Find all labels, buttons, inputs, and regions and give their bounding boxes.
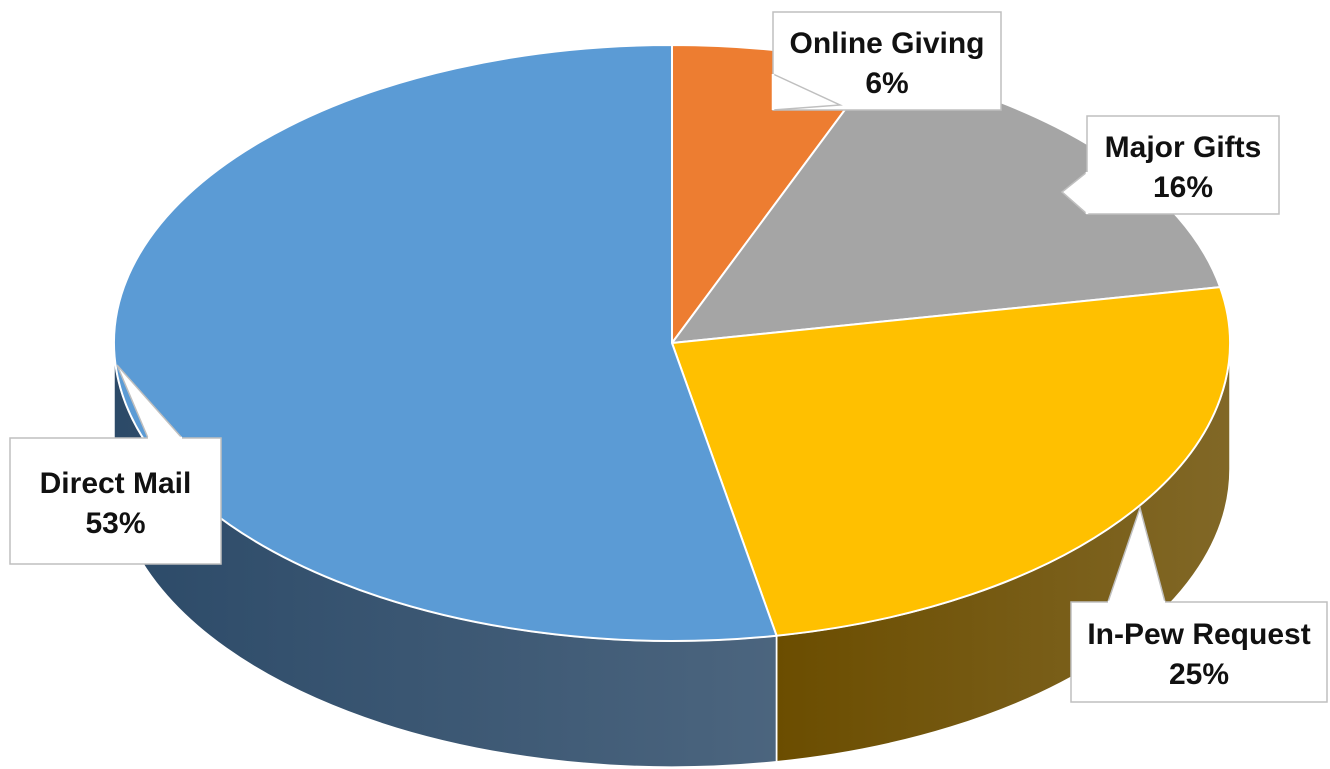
callout-box [1070, 601, 1328, 703]
slice-percent: 25% [1169, 658, 1229, 691]
callout-box [1086, 115, 1280, 215]
slice-label: Direct Mail [40, 467, 192, 500]
callout-pointer [772, 73, 843, 111]
slice-label: In-Pew Request [1087, 618, 1310, 651]
callout-pointer [1107, 505, 1166, 603]
callout-pointer [116, 364, 183, 439]
pie-slice-in-pew-request [671, 286, 1231, 637]
callout-online-giving: Online Giving 6% [771, 11, 1002, 111]
pie-slice-direct-mail [113, 44, 778, 642]
slice-label: Online Giving [789, 27, 984, 60]
callout-box [772, 11, 1002, 111]
slice-percent: 16% [1153, 171, 1213, 204]
callout-in-pew-request: In-Pew Request 25% [1070, 505, 1328, 703]
callout-direct-mail: Direct Mail 53% [9, 364, 222, 565]
callout-major-gifts: Major Gifts 16% [1060, 115, 1280, 215]
slice-percent: 6% [865, 67, 908, 100]
slice-label: Major Gifts [1105, 131, 1262, 164]
data-labels: Online Giving 6% Major Gifts 16% In-Pew Requ… [9, 11, 1328, 703]
callout-pointer [1060, 171, 1088, 215]
slice-percent: 53% [85, 507, 145, 540]
callout-box [9, 437, 222, 565]
pie-top-faces [113, 44, 1231, 642]
